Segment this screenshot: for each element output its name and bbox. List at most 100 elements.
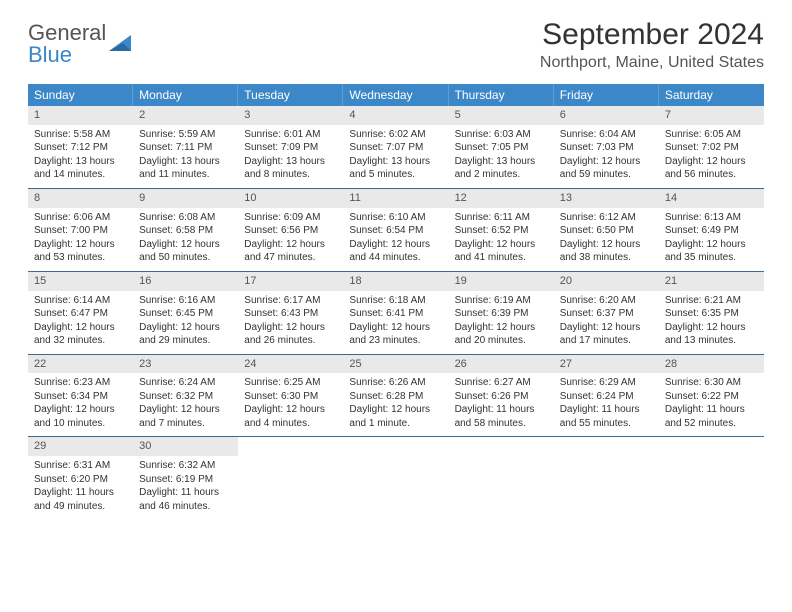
day-number: 18 [343,272,448,291]
sunset-text: Sunset: 6:39 PM [455,307,548,321]
day-body: Sunrise: 6:19 AMSunset: 6:39 PMDaylight:… [449,291,554,354]
daylight-text: Daylight: 13 hours and 2 minutes. [455,155,548,182]
sunrise-text: Sunrise: 6:19 AM [455,294,548,308]
sunset-text: Sunset: 6:50 PM [560,224,653,238]
week-row: 15Sunrise: 6:14 AMSunset: 6:47 PMDayligh… [28,272,764,355]
week-row: 1Sunrise: 5:58 AMSunset: 7:12 PMDaylight… [28,106,764,189]
logo-word-b: Blue [28,42,72,67]
sunrise-text: Sunrise: 6:21 AM [665,294,758,308]
sunset-text: Sunset: 6:58 PM [139,224,232,238]
day-number: 2 [133,106,238,125]
sunset-text: Sunset: 7:09 PM [244,141,337,155]
sunrise-text: Sunrise: 6:01 AM [244,128,337,142]
day-number: 4 [343,106,448,125]
sunrise-text: Sunrise: 6:27 AM [455,376,548,390]
daylight-text: Daylight: 13 hours and 11 minutes. [139,155,232,182]
daylight-text: Daylight: 12 hours and 10 minutes. [34,403,127,430]
day-number: 16 [133,272,238,291]
sunset-text: Sunset: 6:52 PM [455,224,548,238]
daylight-text: Daylight: 12 hours and 13 minutes. [665,321,758,348]
day-header: Tuesday [238,84,343,106]
sunset-text: Sunset: 7:05 PM [455,141,548,155]
day-body: Sunrise: 6:06 AMSunset: 7:00 PMDaylight:… [28,208,133,271]
day-number: 29 [28,437,133,456]
sunset-text: Sunset: 6:45 PM [139,307,232,321]
sunset-text: Sunset: 6:22 PM [665,390,758,404]
empty-cell [449,437,554,519]
day-body: Sunrise: 6:21 AMSunset: 6:35 PMDaylight:… [659,291,764,354]
day-body: Sunrise: 6:05 AMSunset: 7:02 PMDaylight:… [659,125,764,188]
daylight-text: Daylight: 12 hours and 4 minutes. [244,403,337,430]
day-cell: 4Sunrise: 6:02 AMSunset: 7:07 PMDaylight… [343,106,448,188]
day-cell: 2Sunrise: 5:59 AMSunset: 7:11 PMDaylight… [133,106,238,188]
sunrise-text: Sunrise: 6:16 AM [139,294,232,308]
day-cell: 26Sunrise: 6:27 AMSunset: 6:26 PMDayligh… [449,355,554,437]
daylight-text: Daylight: 12 hours and 23 minutes. [349,321,442,348]
sunrise-text: Sunrise: 6:23 AM [34,376,127,390]
day-number: 11 [343,189,448,208]
page-title: September 2024 [540,18,764,52]
day-cell: 13Sunrise: 6:12 AMSunset: 6:50 PMDayligh… [554,189,659,271]
sunset-text: Sunset: 7:02 PM [665,141,758,155]
day-cell: 9Sunrise: 6:08 AMSunset: 6:58 PMDaylight… [133,189,238,271]
day-body: Sunrise: 6:14 AMSunset: 6:47 PMDaylight:… [28,291,133,354]
day-cell: 6Sunrise: 6:04 AMSunset: 7:03 PMDaylight… [554,106,659,188]
sunset-text: Sunset: 6:43 PM [244,307,337,321]
sunset-text: Sunset: 7:03 PM [560,141,653,155]
sunrise-text: Sunrise: 6:30 AM [665,376,758,390]
sunrise-text: Sunrise: 6:25 AM [244,376,337,390]
day-number: 5 [449,106,554,125]
day-number: 19 [449,272,554,291]
sunrise-text: Sunrise: 6:11 AM [455,211,548,225]
sunrise-text: Sunrise: 6:29 AM [560,376,653,390]
sunrise-text: Sunrise: 6:10 AM [349,211,442,225]
day-number: 30 [133,437,238,456]
sunrise-text: Sunrise: 6:12 AM [560,211,653,225]
day-cell: 1Sunrise: 5:58 AMSunset: 7:12 PMDaylight… [28,106,133,188]
daylight-text: Daylight: 11 hours and 55 minutes. [560,403,653,430]
daylight-text: Daylight: 12 hours and 53 minutes. [34,238,127,265]
day-cell: 14Sunrise: 6:13 AMSunset: 6:49 PMDayligh… [659,189,764,271]
week-row: 29Sunrise: 6:31 AMSunset: 6:20 PMDayligh… [28,437,764,519]
day-number: 3 [238,106,343,125]
day-cell: 12Sunrise: 6:11 AMSunset: 6:52 PMDayligh… [449,189,554,271]
day-number: 17 [238,272,343,291]
day-cell: 5Sunrise: 6:03 AMSunset: 7:05 PMDaylight… [449,106,554,188]
week-row: 22Sunrise: 6:23 AMSunset: 6:34 PMDayligh… [28,355,764,438]
day-cell: 18Sunrise: 6:18 AMSunset: 6:41 PMDayligh… [343,272,448,354]
day-cell: 11Sunrise: 6:10 AMSunset: 6:54 PMDayligh… [343,189,448,271]
day-body: Sunrise: 6:03 AMSunset: 7:05 PMDaylight:… [449,125,554,188]
day-body: Sunrise: 6:16 AMSunset: 6:45 PMDaylight:… [133,291,238,354]
day-cell: 3Sunrise: 6:01 AMSunset: 7:09 PMDaylight… [238,106,343,188]
sunrise-text: Sunrise: 5:59 AM [139,128,232,142]
daylight-text: Daylight: 11 hours and 58 minutes. [455,403,548,430]
day-body: Sunrise: 6:23 AMSunset: 6:34 PMDaylight:… [28,373,133,436]
day-body: Sunrise: 6:13 AMSunset: 6:49 PMDaylight:… [659,208,764,271]
day-header: Saturday [659,84,764,106]
day-cell: 8Sunrise: 6:06 AMSunset: 7:00 PMDaylight… [28,189,133,271]
day-body: Sunrise: 6:24 AMSunset: 6:32 PMDaylight:… [133,373,238,436]
sunset-text: Sunset: 7:07 PM [349,141,442,155]
title-block: September 2024 Northport, Maine, United … [540,18,764,72]
daylight-text: Daylight: 12 hours and 59 minutes. [560,155,653,182]
location-label: Northport, Maine, United States [540,54,764,72]
day-body: Sunrise: 6:32 AMSunset: 6:19 PMDaylight:… [133,456,238,519]
sunset-text: Sunset: 6:47 PM [34,307,127,321]
daylight-text: Daylight: 11 hours and 52 minutes. [665,403,758,430]
daylight-text: Daylight: 12 hours and 44 minutes. [349,238,442,265]
daylight-text: Daylight: 12 hours and 7 minutes. [139,403,232,430]
day-number: 12 [449,189,554,208]
daylight-text: Daylight: 12 hours and 32 minutes. [34,321,127,348]
day-number: 9 [133,189,238,208]
day-number: 26 [449,355,554,374]
empty-cell [238,437,343,519]
week-row: 8Sunrise: 6:06 AMSunset: 7:00 PMDaylight… [28,189,764,272]
day-header: Monday [133,84,238,106]
sunset-text: Sunset: 7:12 PM [34,141,127,155]
sunrise-text: Sunrise: 6:04 AM [560,128,653,142]
empty-cell [659,437,764,519]
empty-cell [343,437,448,519]
daylight-text: Daylight: 12 hours and 47 minutes. [244,238,337,265]
day-body: Sunrise: 6:26 AMSunset: 6:28 PMDaylight:… [343,373,448,436]
day-cell: 28Sunrise: 6:30 AMSunset: 6:22 PMDayligh… [659,355,764,437]
